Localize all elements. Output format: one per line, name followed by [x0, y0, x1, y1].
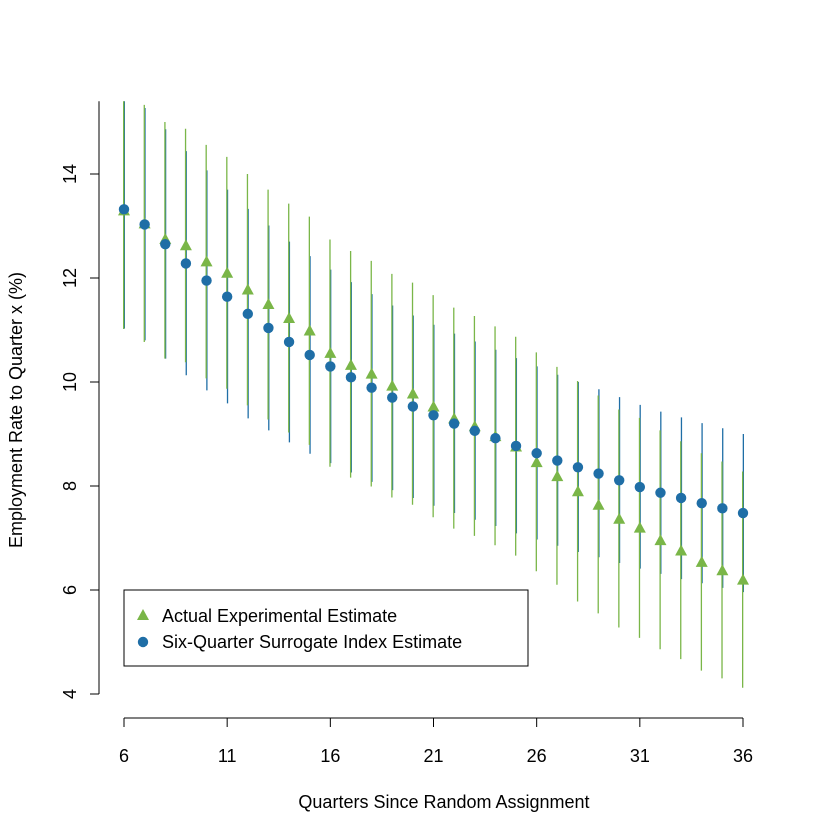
- point-actual: [386, 379, 399, 391]
- point-surrogate: [221, 291, 233, 302]
- point-actual: [365, 367, 378, 379]
- legend-marker-surrogate: [137, 636, 149, 648]
- point-actual: [633, 521, 646, 533]
- point-surrogate: [201, 275, 212, 286]
- point-actual: [675, 544, 688, 556]
- x-tick-label: 6: [119, 746, 129, 766]
- point-surrogate: [407, 401, 419, 412]
- point-surrogate: [490, 432, 501, 444]
- y-tick-label: 4: [60, 689, 80, 699]
- point-surrogate: [304, 349, 315, 361]
- x-axis-label: Quarters Since Random Assignment: [298, 792, 589, 812]
- point-actual: [592, 498, 605, 510]
- point-actual: [221, 266, 234, 278]
- point-surrogate: [448, 418, 460, 429]
- x-tick-label: 36: [733, 746, 753, 766]
- point-surrogate: [531, 448, 542, 459]
- x-tick-label: 26: [527, 746, 547, 766]
- point-surrogate: [469, 425, 480, 437]
- point-surrogate: [428, 410, 439, 421]
- point-surrogate: [675, 492, 687, 504]
- point-surrogate: [345, 372, 357, 383]
- point-surrogate: [593, 468, 604, 479]
- point-actual: [179, 239, 192, 251]
- point-actual: [695, 555, 708, 567]
- x-tick-label: 11: [218, 746, 237, 766]
- point-surrogate: [160, 239, 171, 250]
- point-actual: [344, 358, 357, 370]
- point-surrogate: [387, 392, 398, 403]
- point-surrogate: [263, 322, 274, 334]
- point-actual: [241, 283, 254, 295]
- point-actual: [406, 387, 419, 399]
- point-surrogate: [283, 336, 295, 348]
- point-surrogate: [139, 219, 150, 230]
- point-actual: [613, 512, 626, 524]
- legend: Actual Experimental Estimate Six-Quarter…: [123, 589, 529, 667]
- x-tick-label: 21: [423, 746, 443, 766]
- y-axis: 4 6 8 10 12 14: [60, 101, 100, 699]
- point-actual: [262, 298, 275, 309]
- point-surrogate: [366, 382, 377, 393]
- point-actual: [200, 255, 213, 267]
- point-surrogate: [737, 507, 749, 519]
- y-axis-label: Employment Rate to Quarter x (%): [6, 272, 26, 548]
- point-surrogate: [552, 455, 563, 466]
- point-surrogate: [655, 487, 666, 498]
- point-actual: [283, 312, 296, 324]
- point-surrogate: [325, 361, 336, 372]
- point-surrogate: [180, 258, 192, 269]
- point-surrogate: [242, 308, 253, 320]
- point-actual: [654, 534, 667, 546]
- y-tick-label: 6: [60, 585, 80, 595]
- x-tick-label: 31: [630, 746, 650, 766]
- y-tick-label: 8: [60, 481, 80, 491]
- point-actual: [427, 400, 440, 412]
- point-surrogate: [118, 204, 130, 215]
- legend-marker-actual: [137, 609, 149, 620]
- point-actual: [551, 470, 564, 482]
- point-surrogate: [717, 503, 728, 514]
- point-surrogate: [614, 475, 625, 486]
- point-surrogate: [696, 497, 707, 509]
- point-surrogate: [572, 462, 584, 473]
- x-tick-label: 16: [320, 746, 340, 766]
- legend-box: [123, 589, 529, 667]
- y-tick-label: 12: [60, 268, 80, 288]
- data-points: [118, 204, 749, 585]
- point-actual: [737, 573, 749, 585]
- y-tick-label: 14: [60, 164, 80, 184]
- point-surrogate: [634, 481, 646, 493]
- point-actual: [303, 324, 316, 336]
- point-surrogate: [510, 440, 522, 452]
- x-axis: 6 11 16 21 26 31 36: [119, 717, 753, 766]
- y-tick-label: 10: [60, 372, 80, 392]
- point-actual: [571, 485, 584, 497]
- point-actual: [530, 456, 543, 468]
- point-actual: [716, 564, 729, 576]
- point-actual: [324, 346, 337, 358]
- legend-label-surrogate: Six-Quarter Surrogate Index Estimate: [162, 632, 462, 652]
- legend-label-actual: Actual Experimental Estimate: [162, 606, 397, 626]
